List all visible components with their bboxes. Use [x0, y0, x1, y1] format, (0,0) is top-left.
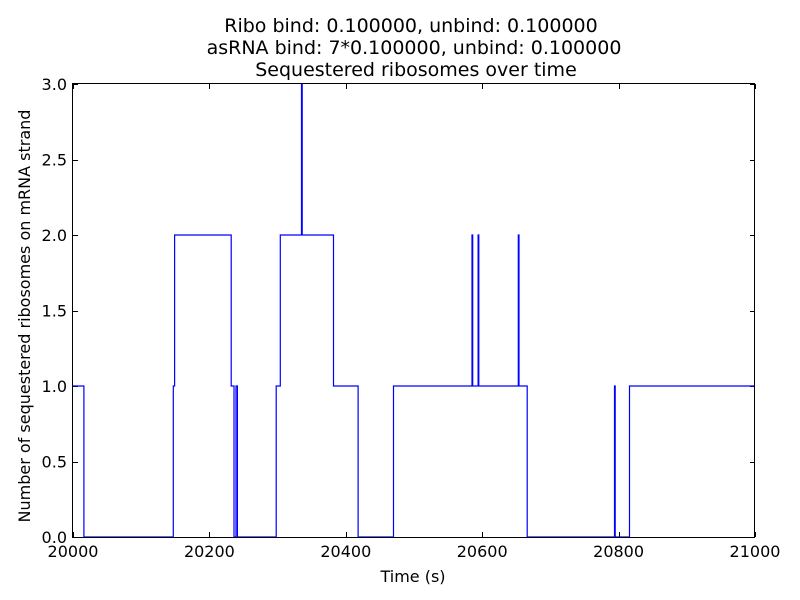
x-tick-label: 20000: [48, 542, 99, 561]
x-tick-label: 20600: [457, 542, 508, 561]
x-tick-label: 20400: [320, 542, 371, 561]
y-tick-label: 1.0: [42, 377, 67, 396]
series-line: [73, 83, 755, 538]
series-layer: [73, 83, 755, 538]
y-tick-label: 2.0: [42, 226, 67, 245]
y-tick-label: 1.5: [42, 302, 67, 321]
x-tick-label: 20800: [593, 542, 644, 561]
chart-title-line-1: Ribo bind: 0.100000, unbind: 0.100000: [224, 15, 597, 37]
x-tick-label: 20200: [184, 542, 235, 561]
x-axis-label: Time (s): [379, 567, 445, 586]
y-tick-label: 3.0: [42, 75, 67, 94]
y-tick-label: 2.5: [42, 151, 67, 170]
x-axis-ticks: 20000 20200 20400 20600 20800 21000: [48, 84, 781, 561]
chart-title-line-3: Sequestered ribosomes over time: [255, 59, 577, 81]
y-axis-label: Number of sequestered ribosomes on mRNA …: [15, 110, 34, 523]
x-tick-label: 21000: [730, 542, 781, 561]
plot-frame: [72, 83, 755, 538]
y-axis-ticks: 0.0 0.5 1.0 1.5 2.0 2.5 3.0: [42, 75, 755, 547]
chart-title-line-2: asRNA bind: 7*0.100000, unbind: 0.100000: [207, 37, 622, 59]
y-tick-label: 0.5: [42, 453, 67, 472]
y-tick-label: 0.0: [42, 528, 67, 547]
